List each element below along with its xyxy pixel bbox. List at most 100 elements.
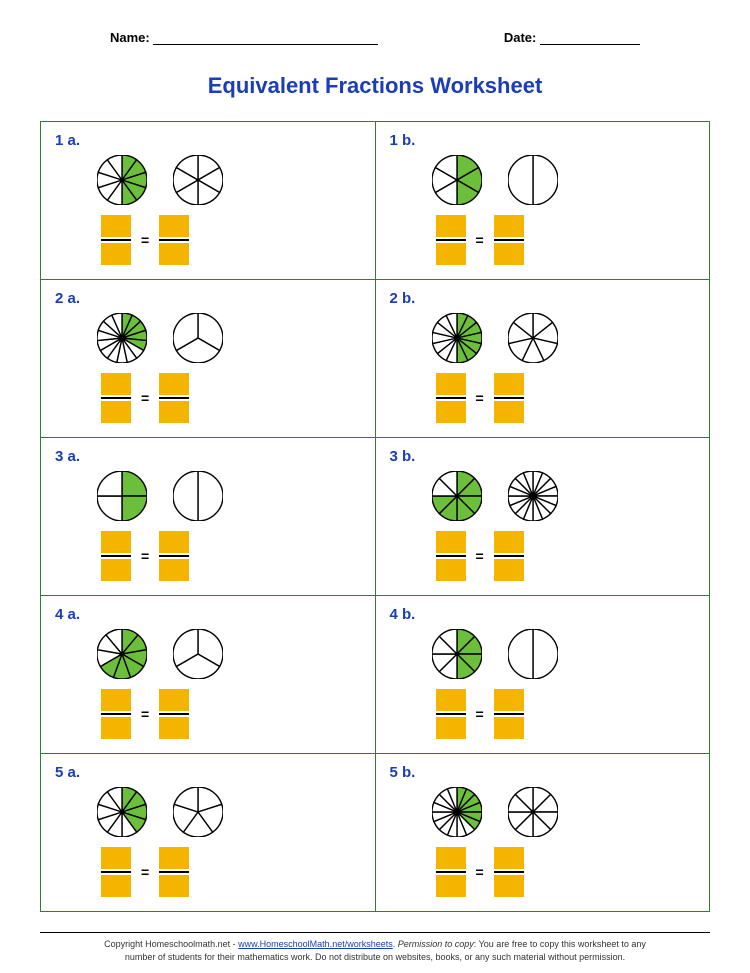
fraction-answer-box[interactable] <box>436 373 466 423</box>
fraction-answer-box[interactable] <box>101 215 131 265</box>
header-line: Name: Date: <box>40 30 710 45</box>
pie-right <box>173 313 223 363</box>
pie-row <box>55 313 361 363</box>
fraction-bar <box>159 555 189 557</box>
equals-sign: = <box>141 232 149 248</box>
problem-label: 3 b. <box>390 448 696 465</box>
numerator-box[interactable] <box>494 531 524 553</box>
fraction-answer-box[interactable] <box>494 531 524 581</box>
numerator-box[interactable] <box>101 689 131 711</box>
footer-text-1: Copyright Homeschoolmath.net - <box>104 939 238 949</box>
pie-right <box>508 471 558 521</box>
denominator-box[interactable] <box>101 243 131 265</box>
fraction-answer-box[interactable] <box>159 689 189 739</box>
denominator-box[interactable] <box>436 559 466 581</box>
numerator-box[interactable] <box>159 689 189 711</box>
numerator-box[interactable] <box>101 373 131 395</box>
footer-permission-label: Permission to copy <box>398 939 474 949</box>
problem-label: 5 a. <box>55 764 361 781</box>
denominator-box[interactable] <box>436 717 466 739</box>
fraction-bar <box>159 397 189 399</box>
denominator-box[interactable] <box>159 559 189 581</box>
numerator-box[interactable] <box>159 847 189 869</box>
pie-right <box>508 629 558 679</box>
numerator-box[interactable] <box>159 531 189 553</box>
name-blank[interactable] <box>153 31 378 45</box>
worksheet-page: Name: Date: Equivalent Fractions Workshe… <box>0 0 750 973</box>
denominator-box[interactable] <box>494 401 524 423</box>
pie-row <box>55 629 361 679</box>
pie-left <box>432 787 482 837</box>
denominator-box[interactable] <box>494 559 524 581</box>
fraction-answer-box[interactable] <box>159 531 189 581</box>
numerator-box[interactable] <box>101 531 131 553</box>
pie-right <box>508 155 558 205</box>
fraction-bar <box>494 713 524 715</box>
pie-right <box>508 313 558 363</box>
date-label: Date: <box>504 30 537 45</box>
fraction-answer-box[interactable] <box>159 847 189 897</box>
numerator-box[interactable] <box>101 847 131 869</box>
denominator-box[interactable] <box>101 401 131 423</box>
numerator-box[interactable] <box>101 215 131 237</box>
fraction-answer-box[interactable] <box>101 531 131 581</box>
denominator-box[interactable] <box>494 875 524 897</box>
fraction-answer-box[interactable] <box>101 373 131 423</box>
numerator-box[interactable] <box>436 847 466 869</box>
fraction-bar <box>159 239 189 241</box>
fraction-answer-box[interactable] <box>494 689 524 739</box>
fraction-bar <box>436 555 466 557</box>
numerator-box[interactable] <box>436 531 466 553</box>
fraction-answer-box[interactable] <box>494 373 524 423</box>
answer-row: = <box>55 689 361 739</box>
answer-row: = <box>55 847 361 897</box>
denominator-box[interactable] <box>436 875 466 897</box>
pie-left <box>432 629 482 679</box>
problem-cell: 1 a.= <box>41 122 376 280</box>
equals-sign: = <box>141 864 149 880</box>
denominator-box[interactable] <box>159 401 189 423</box>
fraction-answer-box[interactable] <box>436 689 466 739</box>
denominator-box[interactable] <box>436 401 466 423</box>
denominator-box[interactable] <box>101 559 131 581</box>
numerator-box[interactable] <box>159 215 189 237</box>
equals-sign: = <box>476 548 484 564</box>
numerator-box[interactable] <box>494 373 524 395</box>
pie-right <box>173 155 223 205</box>
denominator-box[interactable] <box>101 875 131 897</box>
numerator-box[interactable] <box>159 373 189 395</box>
denominator-box[interactable] <box>494 717 524 739</box>
pie-row <box>55 471 361 521</box>
numerator-box[interactable] <box>494 215 524 237</box>
fraction-answer-box[interactable] <box>159 215 189 265</box>
numerator-box[interactable] <box>436 215 466 237</box>
fraction-answer-box[interactable] <box>101 847 131 897</box>
pie-left <box>432 313 482 363</box>
fraction-answer-box[interactable] <box>436 847 466 897</box>
problem-label: 2 a. <box>55 290 361 307</box>
numerator-box[interactable] <box>436 373 466 395</box>
fraction-answer-box[interactable] <box>494 215 524 265</box>
denominator-box[interactable] <box>101 717 131 739</box>
numerator-box[interactable] <box>494 689 524 711</box>
fraction-answer-box[interactable] <box>494 847 524 897</box>
name-label: Name: <box>110 30 150 45</box>
numerator-box[interactable] <box>494 847 524 869</box>
problem-label: 5 b. <box>390 764 696 781</box>
numerator-box[interactable] <box>436 689 466 711</box>
equals-sign: = <box>476 390 484 406</box>
denominator-box[interactable] <box>159 875 189 897</box>
answer-row: = <box>390 215 696 265</box>
denominator-box[interactable] <box>159 717 189 739</box>
fraction-bar <box>101 713 131 715</box>
fraction-answer-box[interactable] <box>436 531 466 581</box>
denominator-box[interactable] <box>494 243 524 265</box>
date-blank[interactable] <box>540 31 640 45</box>
denominator-box[interactable] <box>436 243 466 265</box>
fraction-answer-box[interactable] <box>159 373 189 423</box>
fraction-answer-box[interactable] <box>436 215 466 265</box>
problem-cell: 3 a.= <box>41 438 376 596</box>
denominator-box[interactable] <box>159 243 189 265</box>
fraction-answer-box[interactable] <box>101 689 131 739</box>
footer-link[interactable]: www.HomeschoolMath.net/worksheets <box>238 939 393 949</box>
